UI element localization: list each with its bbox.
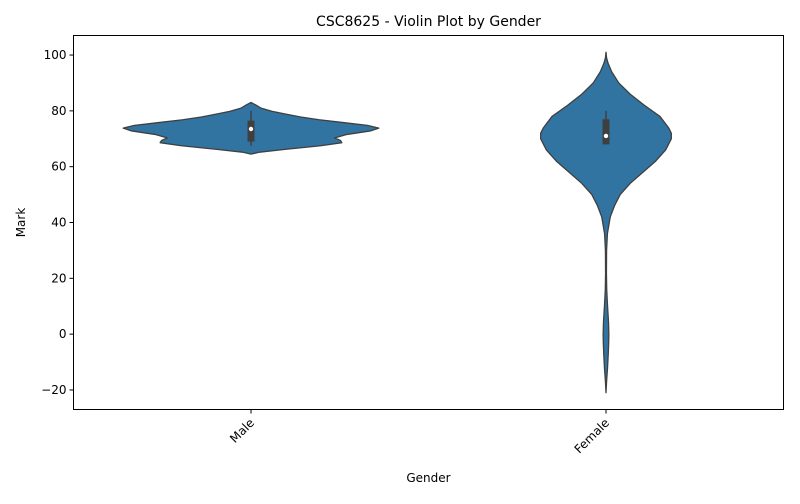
y-tick-label: 40 (51, 216, 66, 230)
iqr-box-female (602, 119, 610, 145)
y-tick-label: 20 (51, 271, 66, 285)
y-tick-label: 60 (51, 160, 66, 174)
y-tick-label: 0 (59, 327, 67, 341)
median-marker-female (603, 133, 609, 139)
y-tick-label: 80 (51, 104, 66, 118)
y-axis-label: Mark (14, 208, 28, 238)
y-tick-label: −20 (41, 383, 66, 397)
x-tick-label-female: Female (572, 416, 613, 457)
violins-layer (122, 51, 672, 394)
median-marker-male (248, 126, 254, 132)
x-axis-label: Gender (406, 471, 450, 485)
chart-title: CSC8625 - Violin Plot by Gender (316, 14, 541, 30)
x-tick-label-male: Male (227, 416, 257, 446)
axes-layer (73, 35, 784, 410)
x-axis-ticks: Male Female (227, 409, 613, 457)
violin-female (540, 51, 672, 394)
y-axis-ticks: −20 0 20 40 60 80 100 (41, 48, 74, 397)
y-tick-label: 100 (44, 48, 67, 62)
plot-area-frame (73, 35, 784, 410)
